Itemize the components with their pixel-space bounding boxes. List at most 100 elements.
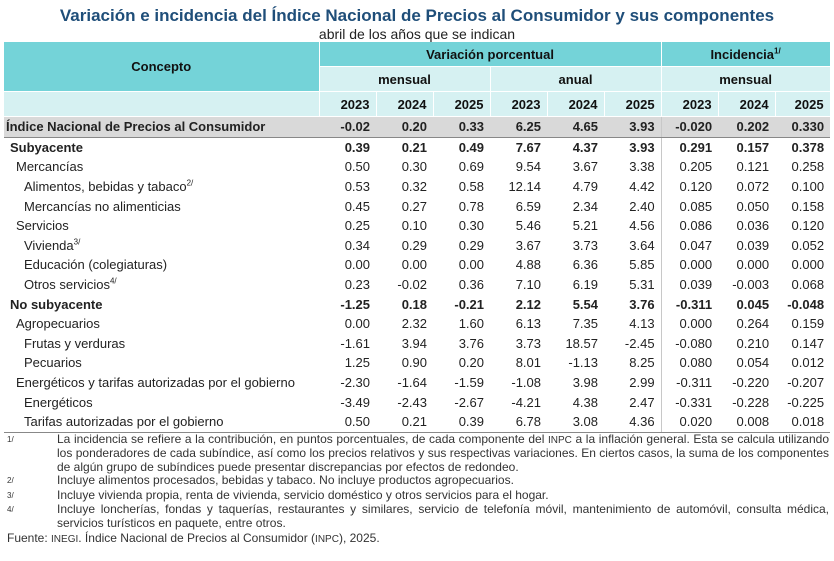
footnote-text: La incidencia se refiere a la contribuci… (57, 431, 829, 475)
header-year: 2025 (775, 91, 831, 117)
row-value: 2.32 (401, 316, 427, 332)
row-value: 0.039 (736, 237, 770, 253)
row-value: 0.00 (344, 316, 370, 332)
row-value: 3.76 (458, 335, 484, 351)
row-value: 0.258 (791, 159, 825, 175)
row-value: 0.157 (736, 139, 770, 155)
row-value: 0.32 (401, 179, 427, 195)
row-label: Mercancías no alimenticias (4, 196, 319, 216)
footnote: 2/Incluye alimentos procesados, bebidas … (7, 473, 829, 489)
row-value: 0.000 (679, 316, 713, 332)
row-value: 3.64 (604, 235, 662, 256)
row-value: -0.207 (787, 375, 825, 391)
row-value: -0.02 (319, 116, 376, 138)
footnote-text: Incluye alimentos procesados, bebidas y … (57, 473, 829, 489)
row-value: 2.99 (604, 372, 662, 393)
row-label: Energéticos (4, 392, 319, 412)
footnote-text-part: a la inflación general. Esta se calcula … (57, 431, 829, 474)
row-value: 5.21 (572, 218, 598, 234)
row-value: -0.228 (732, 394, 770, 410)
row-value: -0.311 (675, 296, 713, 312)
row-value: 1.60 (458, 316, 484, 332)
row-value: 12.14 (508, 179, 541, 195)
row-value: 0.39 (433, 411, 490, 433)
row-value: 0.121 (736, 159, 770, 175)
row-label: No subyacente (4, 294, 319, 314)
row-value: -0.220 (732, 375, 770, 391)
row-value: 0.20 (376, 116, 433, 138)
row-value: 8.25 (604, 353, 662, 373)
row-label-text: Mercancías (16, 159, 84, 175)
row-label-text: Servicios (16, 218, 69, 234)
footnote-mark: 3/ (7, 490, 14, 500)
row-value: 0.25 (344, 218, 370, 234)
footnote-text-part: Incluye loncherías, fondas y taquerías, … (57, 502, 829, 530)
row-value: 0.008 (718, 411, 776, 433)
row-label-text: Educación (colegiaturas) (24, 257, 168, 273)
row-value: 0.23 (344, 277, 370, 293)
row-value: 0.158 (791, 198, 825, 214)
row-value: -1.08 (511, 375, 541, 391)
table-row: Frutas y verduras -1.61 3.94 3.76 3.73 18.57-… (4, 333, 830, 354)
header-year: 2024 (547, 91, 605, 117)
row-value: 0.18 (401, 296, 427, 312)
row-value: 1.25 (344, 355, 370, 371)
table-row: Tarifas autorizadas por el gobierno 0.50 0… (4, 411, 831, 433)
row-label: Energéticos y tarifas autorizadas por el… (4, 373, 319, 393)
row-value: 4.42 (604, 176, 662, 197)
row-value: -0.02 (397, 277, 427, 293)
source-org: INEGI (51, 534, 79, 545)
footnote: 1/La incidencia se refiere a la contribu… (7, 431, 829, 475)
row-value: 0.100 (791, 179, 825, 195)
header-incidencia-sup: 1/ (774, 46, 781, 56)
row-value: 3.08 (547, 411, 604, 433)
footnote: 3/Incluye vivienda propia, renta de vivi… (7, 488, 829, 504)
row-label: Vivienda3/ (4, 236, 319, 256)
row-value: 0.036 (736, 218, 770, 234)
row-value: -1.25 (340, 296, 370, 312)
row-label: Agropecuarios (4, 314, 319, 334)
row-value: -2.67 (454, 394, 484, 410)
row-value: 0.00 (458, 257, 484, 273)
row-value: 0.205 (679, 159, 713, 175)
row-value: 4.38 (572, 394, 598, 410)
footnote-text-part: La incidencia se refiere a la contribuci… (57, 431, 548, 446)
row-value: 0.50 (344, 159, 370, 175)
row-value: 3.67 (572, 159, 598, 175)
table-row: Energéticos -3.49 -2.43 -2.67 -4.21 4.38 2.47-… (4, 392, 830, 412)
row-value: 0.21 (401, 139, 427, 155)
row-value: 0.159 (791, 316, 825, 332)
row-value: -0.048 (787, 296, 825, 312)
header-variacion: Variación porcentual (319, 42, 662, 67)
row-value: 0.052 (791, 237, 825, 253)
row-value: 0.27 (401, 198, 427, 214)
row-value: 0.29 (401, 237, 427, 253)
row-value: 0.36 (458, 277, 484, 293)
row-value: 2.12 (515, 296, 541, 312)
row-value: 3.76 (604, 294, 662, 314)
row-value: -0.311 (676, 375, 713, 391)
source-prefix: Fuente: (7, 531, 52, 545)
row-label-text: Alimentos, bebidas y tabaco (24, 179, 187, 195)
row-value: 0.000 (791, 257, 825, 273)
row-value: 0.33 (433, 116, 490, 138)
row-value: 0.210 (736, 335, 770, 351)
row-value: 6.78 (490, 411, 547, 433)
header-incidencia: Incidencia1/ (661, 42, 831, 67)
header-concepto: Concepto (4, 42, 320, 92)
row-value: 0.330 (775, 116, 831, 138)
row-value: 4.88 (515, 257, 541, 273)
row-value: 7.10 (515, 277, 541, 293)
row-value: -1.13 (568, 355, 598, 371)
row-value: 3.93 (604, 116, 662, 138)
row-label: Frutas y verduras (4, 334, 319, 354)
row-value: 0.000 (736, 257, 770, 273)
row-value: -0.225 (787, 394, 825, 410)
row-value: 6.59 (515, 198, 541, 214)
table-row: Mercancías no alimenticias 0.45 0.27 0.78 6.… (4, 196, 830, 216)
row-label: Otros servicios4/ (4, 275, 319, 295)
row-label-text: Mercancías no alimenticias (24, 198, 181, 214)
row-value: 0.30 (401, 159, 427, 175)
row-value: 9.54 (515, 159, 541, 175)
row-value: 4.13 (604, 313, 662, 334)
